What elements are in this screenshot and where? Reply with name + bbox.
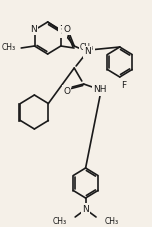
Text: F: F: [121, 81, 126, 89]
Text: CH₃: CH₃: [80, 44, 94, 52]
Text: CH₃: CH₃: [1, 44, 16, 52]
Text: O: O: [63, 86, 70, 96]
Text: O: O: [63, 25, 70, 34]
Text: N: N: [30, 25, 36, 34]
Text: N: N: [59, 25, 66, 34]
Text: CH₃: CH₃: [105, 217, 119, 225]
Text: N: N: [84, 47, 91, 57]
Text: CH₃: CH₃: [52, 217, 67, 225]
Text: NH: NH: [93, 86, 107, 94]
Text: N: N: [82, 205, 89, 214]
Text: S: S: [60, 27, 66, 37]
